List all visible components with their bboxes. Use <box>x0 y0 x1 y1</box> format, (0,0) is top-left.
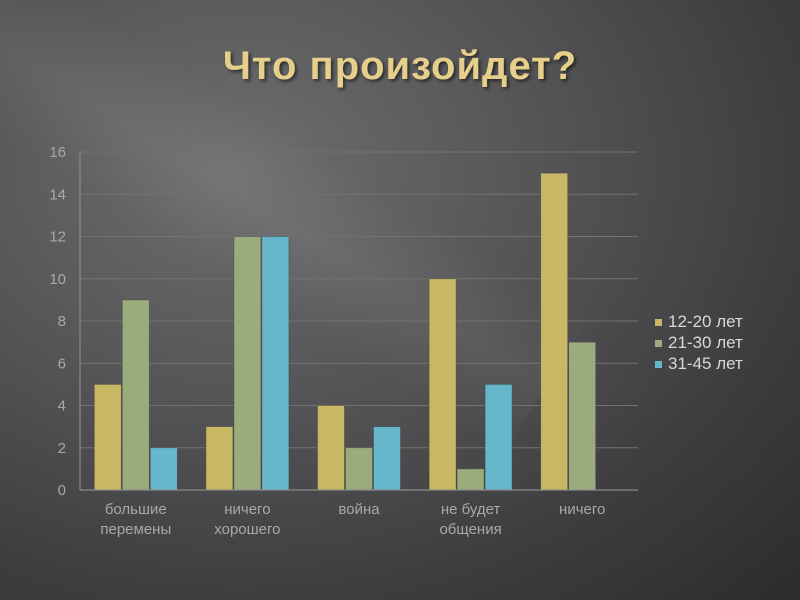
x-category-label-line: ничего <box>559 501 605 518</box>
x-category-label: большие перемены <box>100 501 171 538</box>
x-category-label-line: общения <box>439 521 501 538</box>
legend: 12-20 лет 21-30 лет 31-45 лет <box>655 312 743 373</box>
x-category-label-line: не будет <box>441 501 501 518</box>
legend-label: 31-45 лет <box>668 354 743 373</box>
bar <box>317 405 345 491</box>
bar <box>149 447 178 491</box>
bar <box>568 341 597 491</box>
y-tick-label: 10 <box>49 271 66 288</box>
x-category-label: не будет общения <box>439 501 501 538</box>
legend-swatch <box>655 319 662 326</box>
bar <box>456 468 485 491</box>
bar <box>373 426 401 491</box>
bars <box>93 172 597 491</box>
y-tick-label: 12 <box>49 229 66 246</box>
bar <box>261 236 290 491</box>
y-tick-label: 14 <box>49 186 66 203</box>
y-axis-ticks: 0 2 4 6 8 10 12 14 16 <box>49 144 66 499</box>
y-tick-label: 8 <box>58 313 66 330</box>
x-category-label: ничего хорошего <box>214 501 280 538</box>
legend-swatch <box>655 340 662 347</box>
bar <box>93 383 122 491</box>
y-tick-label: 4 <box>58 398 66 415</box>
bar <box>121 299 150 491</box>
bar <box>540 172 569 491</box>
x-category-label-line: хорошего <box>214 521 280 538</box>
slide-title: Что произойдет? <box>222 44 578 88</box>
bar <box>205 426 234 491</box>
x-category-label-line: перемены <box>100 521 171 538</box>
x-category-label-line: ничего <box>224 501 270 518</box>
legend-label: 21-30 лет <box>668 333 743 352</box>
axes <box>79 152 638 491</box>
x-axis-labels: большие перемены ничего хорошего война не буд… <box>100 501 605 538</box>
y-tick-label: 16 <box>49 144 66 161</box>
legend-swatch <box>655 361 662 368</box>
x-category-label: ничего <box>559 501 605 518</box>
y-tick-label: 0 <box>58 482 66 499</box>
y-tick-label: 6 <box>58 355 66 372</box>
bar <box>484 383 513 491</box>
x-category-label-line: большие <box>105 501 167 518</box>
x-category-label-line: война <box>338 501 380 518</box>
bar <box>345 447 373 491</box>
x-category-label: война <box>338 501 380 518</box>
y-tick-label: 2 <box>58 440 66 457</box>
bar <box>428 278 457 491</box>
legend-label: 12-20 лет <box>668 312 743 331</box>
bar <box>233 236 262 491</box>
